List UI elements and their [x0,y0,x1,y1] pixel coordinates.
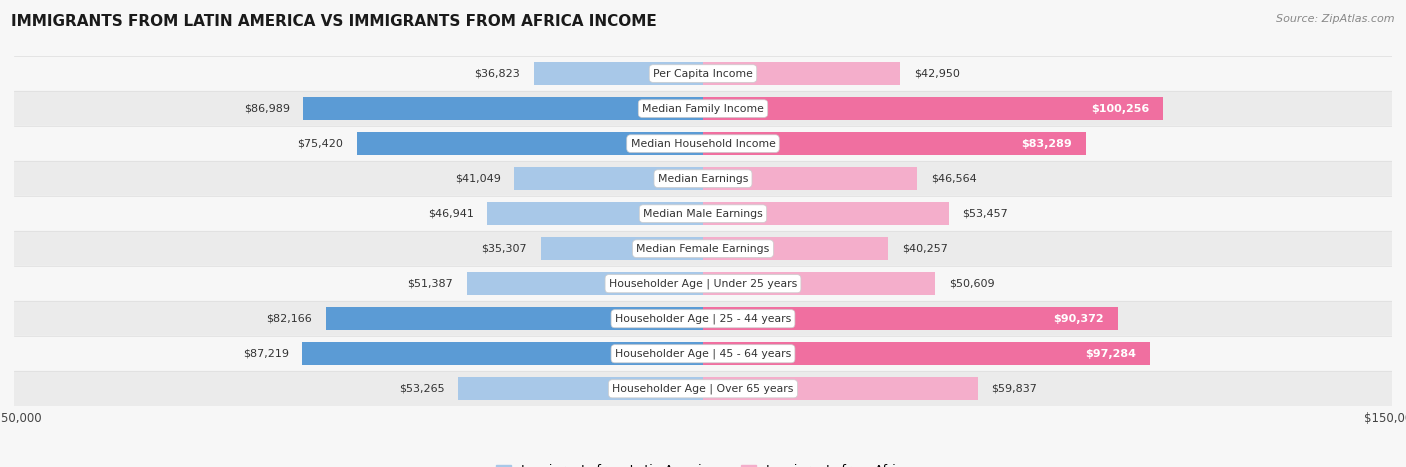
Text: $46,941: $46,941 [427,209,474,219]
Text: $90,372: $90,372 [1053,314,1104,324]
Text: $51,387: $51,387 [408,279,453,289]
Text: $83,289: $83,289 [1021,139,1071,149]
Bar [14,301,1392,336]
Bar [515,167,703,190]
Text: $53,265: $53,265 [399,384,444,394]
Bar [14,336,1392,371]
Text: Householder Age | 45 - 64 years: Householder Age | 45 - 64 years [614,348,792,359]
Bar [14,371,1392,406]
Text: Householder Age | 25 - 44 years: Householder Age | 25 - 44 years [614,313,792,324]
Bar [14,126,1392,161]
Text: $86,989: $86,989 [243,104,290,113]
Bar [703,307,1118,330]
Bar [14,196,1392,231]
Text: Median Family Income: Median Family Income [643,104,763,113]
Bar [703,237,889,260]
Text: $41,049: $41,049 [454,174,501,184]
Bar [703,377,977,400]
Bar [326,307,703,330]
Text: $53,457: $53,457 [962,209,1008,219]
Text: $82,166: $82,166 [266,314,312,324]
Bar [357,132,703,155]
Bar [488,202,703,225]
Bar [703,202,949,225]
Text: $40,257: $40,257 [901,244,948,254]
Text: Householder Age | Under 25 years: Householder Age | Under 25 years [609,278,797,289]
Bar [703,132,1085,155]
Text: $50,609: $50,609 [949,279,995,289]
Bar [703,272,935,295]
Bar [703,167,917,190]
Text: Per Capita Income: Per Capita Income [652,69,754,78]
Text: $97,284: $97,284 [1085,349,1136,359]
Bar [14,56,1392,91]
Text: $42,950: $42,950 [914,69,960,78]
Bar [541,237,703,260]
Text: $87,219: $87,219 [243,349,288,359]
Bar [703,342,1150,365]
Text: Source: ZipAtlas.com: Source: ZipAtlas.com [1277,14,1395,24]
Text: $59,837: $59,837 [991,384,1038,394]
Text: IMMIGRANTS FROM LATIN AMERICA VS IMMIGRANTS FROM AFRICA INCOME: IMMIGRANTS FROM LATIN AMERICA VS IMMIGRA… [11,14,657,29]
Text: Householder Age | Over 65 years: Householder Age | Over 65 years [612,383,794,394]
Legend: Immigrants from Latin America, Immigrants from Africa: Immigrants from Latin America, Immigrant… [495,464,911,467]
Bar [467,272,703,295]
Text: $36,823: $36,823 [474,69,520,78]
Text: $100,256: $100,256 [1091,104,1150,113]
Bar [304,97,703,120]
Bar [302,342,703,365]
Bar [703,97,1164,120]
Text: Median Male Earnings: Median Male Earnings [643,209,763,219]
Text: Median Earnings: Median Earnings [658,174,748,184]
Bar [14,91,1392,126]
Bar [703,62,900,85]
Bar [458,377,703,400]
Bar [14,266,1392,301]
Text: $35,307: $35,307 [481,244,527,254]
Text: $46,564: $46,564 [931,174,976,184]
Bar [534,62,703,85]
Text: Median Household Income: Median Household Income [630,139,776,149]
Bar [14,161,1392,196]
Text: $75,420: $75,420 [297,139,343,149]
Bar [14,231,1392,266]
Text: Median Female Earnings: Median Female Earnings [637,244,769,254]
